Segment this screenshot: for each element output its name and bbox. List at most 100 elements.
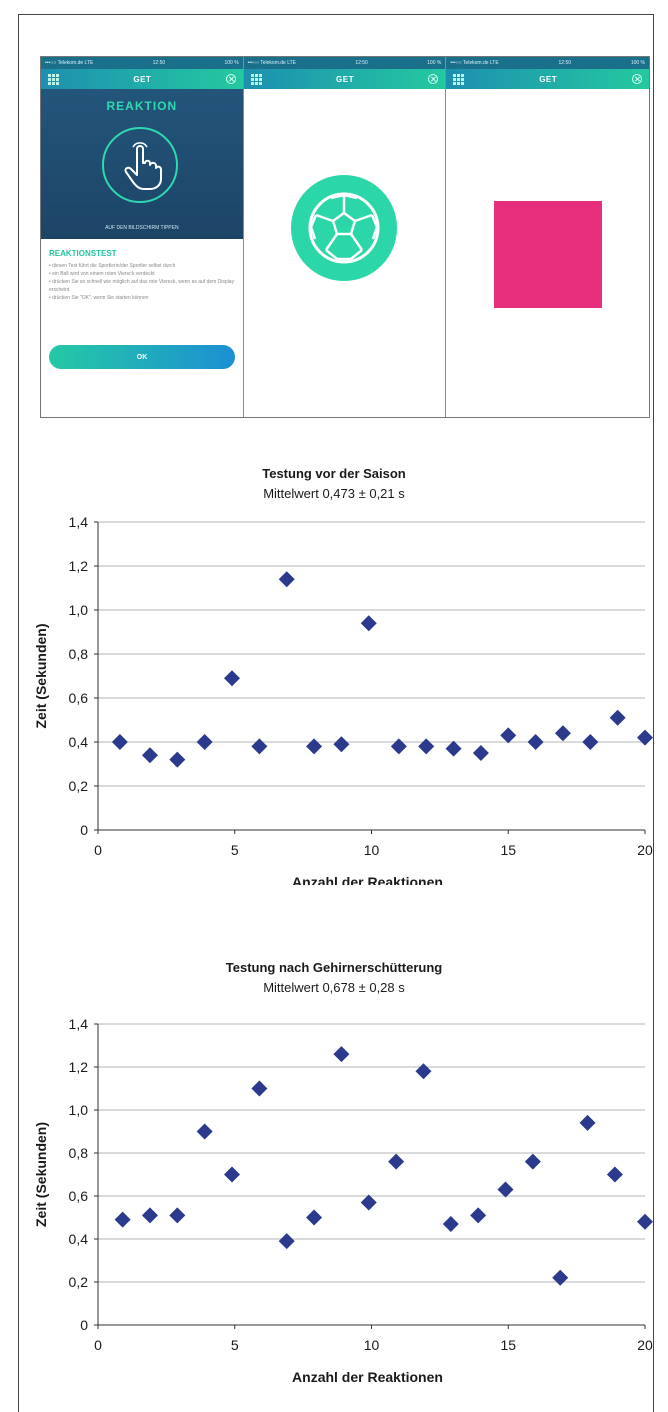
hero-subtitle: AUF DEN BILDSCHIRM TIPPEN <box>105 225 179 231</box>
data-point <box>442 1215 459 1232</box>
y-tick-label: 1,4 <box>69 514 89 530</box>
status-carrier: •••○○ Telekom.de LTE <box>247 60 297 66</box>
status-battery: 100 % <box>224 60 239 66</box>
data-point <box>141 747 158 764</box>
x-tick-label: 20 <box>637 842 653 858</box>
data-point <box>360 615 377 632</box>
y-tick-label: 0,4 <box>69 1231 89 1247</box>
menu-grid-icon[interactable] <box>48 73 59 85</box>
data-point <box>609 709 626 726</box>
data-point <box>251 1080 268 1097</box>
data-point <box>114 1211 131 1228</box>
y-tick-label: 0 <box>80 822 88 838</box>
data-point <box>224 670 241 687</box>
data-point <box>333 1046 350 1063</box>
data-point <box>169 751 186 768</box>
app-navbar: GET <box>41 69 243 89</box>
status-battery: 100 % <box>630 60 645 66</box>
data-point <box>278 1233 295 1250</box>
data-point <box>637 1213 653 1230</box>
data-point <box>579 1114 596 1131</box>
y-tick-label: 0,4 <box>69 734 89 750</box>
data-point <box>497 1181 514 1198</box>
nav-title: GET <box>539 74 558 84</box>
x-tick-label: 15 <box>500 842 516 858</box>
nav-title: GET <box>133 74 152 84</box>
close-icon[interactable] <box>428 74 439 84</box>
instruction-item: ein Ball wird von einem roten Viereck ve… <box>49 270 237 278</box>
data-point <box>169 1207 186 1224</box>
y-tick-label: 1,2 <box>69 558 89 574</box>
x-tick-label: 10 <box>364 1337 380 1353</box>
data-point <box>524 1153 541 1170</box>
data-point <box>278 571 295 588</box>
hand-pointer-icon <box>124 142 162 190</box>
menu-grid-icon[interactable] <box>453 73 465 85</box>
reaction-hero: REAKTION AUF DEN BILDSCHIRM TIPPEN <box>41 89 243 239</box>
instruction-item: diesen Test führt die Sportlerin/der Spo… <box>49 262 237 270</box>
menu-grid-icon[interactable] <box>250 73 262 85</box>
y-tick-label: 1,0 <box>69 1102 89 1118</box>
x-tick-label: 0 <box>94 842 102 858</box>
nav-title: GET <box>336 74 354 84</box>
data-point <box>224 1166 241 1183</box>
status-bar: •••○○ Telekom.de LTE 12:50 100 % <box>41 57 243 69</box>
y-tick-label: 0,6 <box>69 690 89 706</box>
x-tick-label: 10 <box>364 842 380 858</box>
instruction-list: diesen Test führt die Sportlerin/der Spo… <box>49 262 237 302</box>
y-tick-label: 0,2 <box>69 1274 89 1290</box>
data-point <box>306 738 323 755</box>
chart-post-concussion: 0 0,2 0,4 0,6 0,8 1,0 1,2 1,4 0 5 10 15 20 Anzahl der… <box>33 1016 653 1385</box>
x-tick-label: 20 <box>637 1337 653 1353</box>
hero-title: REAKTION <box>106 99 178 113</box>
soccer-ball-target[interactable] <box>290 175 397 281</box>
chart2-subtitle: Mittelwert 0,678 ± 0,28 s <box>263 980 405 995</box>
y-tick-label: 0,2 <box>69 778 89 794</box>
app-navbar: GET <box>243 69 446 89</box>
phone-screen-ball: •••○○ Telekom.de LTE 12:50 100 % GET <box>243 57 447 417</box>
x-tick-label: 5 <box>231 842 239 858</box>
x-axis-label: Anzahl der Reaktionen <box>292 874 443 885</box>
instruction-item: drücken Sie "OK", wenn Sie starten könne… <box>49 294 237 302</box>
data-point <box>637 729 653 746</box>
data-point <box>251 738 268 755</box>
y-tick-label: 0 <box>80 1317 88 1333</box>
status-time: 12:50 <box>355 60 368 66</box>
status-carrier: •••○○ Telekom.de LTE <box>450 60 499 66</box>
y-tick-label: 1,2 <box>69 1059 89 1075</box>
data-point <box>418 738 435 755</box>
status-time: 12:50 <box>152 60 166 66</box>
data-point <box>360 1194 377 1211</box>
red-square-target[interactable] <box>494 201 603 308</box>
test-title: REAKTIONSTEST <box>49 249 117 258</box>
app-screenshots: •••○○ Telekom.de LTE 12:50 100 % GET REA… <box>40 56 650 418</box>
figure-frame <box>18 14 654 1412</box>
status-battery: 100 % <box>427 60 442 66</box>
data-point <box>500 727 517 744</box>
tap-circle[interactable] <box>102 127 178 203</box>
data-point <box>552 1269 569 1286</box>
data-point <box>390 738 407 755</box>
y-tick-label: 0,6 <box>69 1188 89 1204</box>
data-point <box>472 745 489 761</box>
status-carrier: •••○○ Telekom.de LTE <box>45 60 94 66</box>
data-point <box>445 740 462 757</box>
data-point <box>333 736 350 753</box>
close-icon[interactable] <box>632 74 643 84</box>
y-tick-label: 1,4 <box>69 1016 89 1032</box>
data-point <box>306 1209 323 1226</box>
data-point <box>470 1207 487 1224</box>
phone-screen-square: •••○○ Telekom.de LTE 12:50 100 % GET <box>446 57 650 417</box>
x-tick-label: 0 <box>94 1337 102 1353</box>
y-tick-label: 0,8 <box>69 1145 89 1161</box>
data-point <box>415 1063 432 1080</box>
x-tick-label: 15 <box>500 1337 516 1353</box>
chart-pre-season: 0 0,2 0,4 0,6 0,8 1,0 1,2 1,4 0 5 10 15 20 Anzahl der… <box>33 514 653 885</box>
ok-button[interactable]: OK <box>49 345 235 369</box>
chart1-title: Testung vor der Saison <box>262 466 406 481</box>
data-point <box>527 734 544 750</box>
y-tick-label: 0,8 <box>69 646 89 662</box>
close-icon[interactable] <box>225 74 236 84</box>
chart1-subtitle: Mittelwert 0,473 ± 0,21 s <box>263 486 405 501</box>
data-point <box>554 725 571 742</box>
